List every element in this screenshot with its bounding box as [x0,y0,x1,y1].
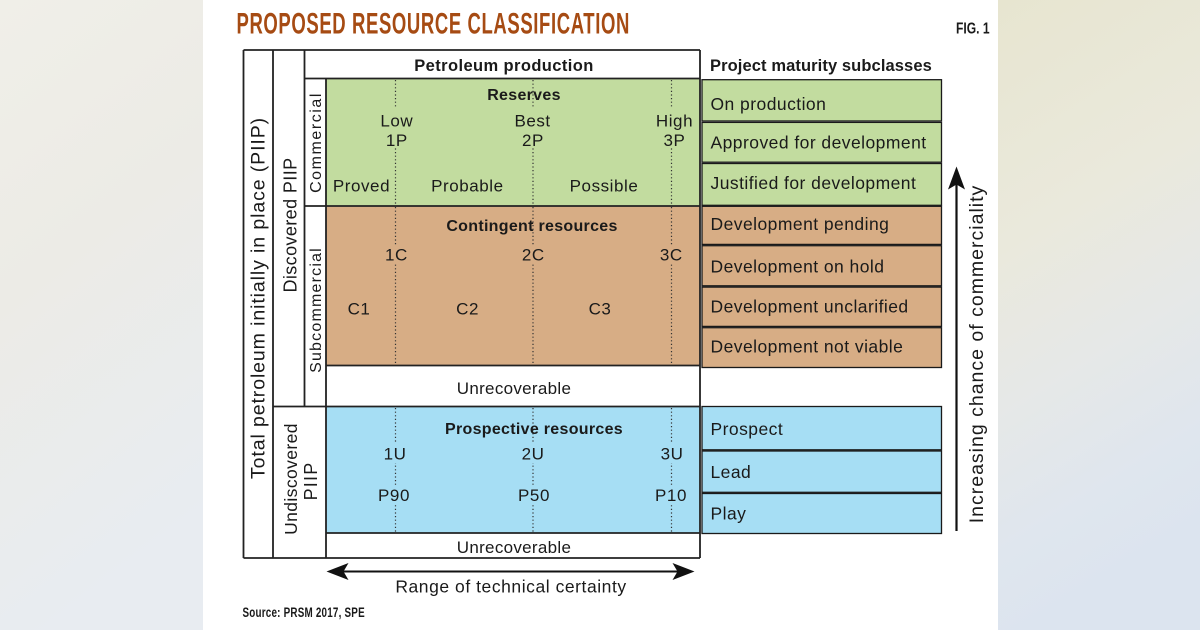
svg-text:3U: 3U [661,445,684,464]
svg-text:Probable: Probable [431,176,503,195]
svg-text:1P: 1P [386,131,408,150]
svg-text:P90: P90 [378,486,410,505]
svg-text:Approved for development: Approved for development [711,132,927,152]
svg-text:Lead: Lead [711,462,752,482]
svg-text:C2: C2 [456,300,479,319]
svg-text:C1: C1 [348,300,371,319]
svg-text:2U: 2U [522,445,545,464]
svg-text:Petroleum production: Petroleum production [414,57,593,75]
svg-text:PROPOSED RESOURCE CLASSIFICATI: PROPOSED RESOURCE CLASSIFICATION [236,7,629,41]
svg-text:Prospective resources: Prospective resources [445,421,623,438]
svg-text:Low: Low [380,111,413,130]
svg-text:3C: 3C [660,246,683,265]
svg-text:2P: 2P [522,131,544,150]
svg-text:Play: Play [711,504,747,524]
svg-text:High: High [656,111,693,130]
svg-text:Possible: Possible [570,176,639,195]
svg-text:Unrecoverable: Unrecoverable [457,379,571,398]
svg-text:Contingent resources: Contingent resources [446,218,617,235]
svg-text:Undiscovered: Undiscovered [281,423,301,535]
svg-text:Project maturity subclasses: Project maturity subclasses [710,57,932,75]
svg-text:1C: 1C [385,246,408,265]
svg-text:Unrecoverable: Unrecoverable [457,538,571,557]
svg-text:Increasing chance of commercia: Increasing chance of commerciality [966,185,988,524]
svg-text:Total petroleum initially in p: Total petroleum initially in place (PIIP… [248,117,270,479]
svg-text:C3: C3 [589,300,612,319]
svg-text:Development pending: Development pending [711,214,890,234]
svg-text:Best: Best [514,111,550,130]
svg-text:P10: P10 [655,486,687,505]
svg-text:Reserves: Reserves [487,87,561,104]
svg-text:Range of technical certainty: Range of technical certainty [395,577,626,597]
svg-text:1U: 1U [384,445,407,464]
svg-text:Development on hold: Development on hold [711,257,885,277]
svg-text:P50: P50 [518,486,550,505]
svg-text:Justified for development: Justified for development [711,173,917,193]
svg-text:Prospect: Prospect [711,419,784,439]
svg-text:Discovered PIIP: Discovered PIIP [281,157,301,292]
svg-text:Source: PRSM 2017, SPE: Source: PRSM 2017, SPE [243,604,365,620]
svg-text:3P: 3P [664,131,686,150]
svg-text:Development not viable: Development not viable [711,337,904,357]
svg-text:Commercial: Commercial [308,92,325,193]
svg-text:Development unclarified: Development unclarified [711,297,909,317]
svg-text:2C: 2C [522,246,545,265]
svg-text:Proved: Proved [333,176,390,195]
svg-text:On production: On production [711,94,827,114]
svg-text:PIIP: PIIP [301,462,321,501]
svg-text:Subcommercial: Subcommercial [308,247,325,373]
svg-text:FIG. 1: FIG. 1 [956,19,990,37]
